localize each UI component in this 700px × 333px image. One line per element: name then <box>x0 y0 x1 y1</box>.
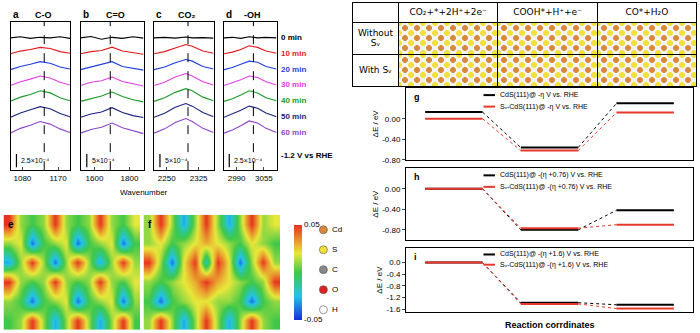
svg-text:C=O: C=O <box>106 10 125 20</box>
svg-text:d: d <box>226 9 232 20</box>
svg-text:i: i <box>414 252 417 262</box>
html-text:CO*+H₂O: CO*+H₂O <box>625 6 669 17</box>
svg-text:H: H <box>332 305 338 314</box>
html-text:With Sᵥ: With Sᵥ <box>359 64 392 75</box>
svg-text:f: f <box>148 219 152 230</box>
svg-text:Wavenumber: Wavenumber <box>120 188 168 197</box>
svg-text:e: e <box>8 219 14 230</box>
svg-text:0.00: 0.00 <box>385 115 401 124</box>
svg-text:-0.40: -0.40 <box>382 135 401 144</box>
svg-text:1170: 1170 <box>49 174 67 183</box>
svg-text:0.00: 0.00 <box>385 185 401 194</box>
svg-text:CdS(111)@ -η V vs. RHE: CdS(111)@ -η V vs. RHE <box>500 91 579 99</box>
svg-text:2990: 2990 <box>228 174 246 183</box>
svg-text:c: c <box>156 9 162 20</box>
svg-text:g: g <box>414 92 420 102</box>
svg-text:2325: 2325 <box>190 174 208 183</box>
svg-text:a: a <box>13 9 19 20</box>
svg-text:0.05: 0.05 <box>304 220 320 229</box>
svg-text:-0.4: -0.4 <box>387 270 401 279</box>
svg-text:-0.80: -0.80 <box>382 226 401 235</box>
svg-text:S: S <box>332 245 337 254</box>
svg-text:-OH: -OH <box>244 10 261 20</box>
svg-text:ΔE / eV: ΔE / eV <box>371 110 380 138</box>
svg-text:Cd: Cd <box>332 225 342 234</box>
svg-text:-0.40: -0.40 <box>382 205 401 214</box>
svg-text:Sᵥ-CdS(111)@ -(η +1.6) V vs. R: Sᵥ-CdS(111)@ -(η +1.6) V vs. RHE <box>500 261 608 269</box>
html-text:CO₂+*+2H⁺+2e⁻: CO₂+*+2H⁺+2e⁻ <box>409 6 487 17</box>
svg-text:0 min: 0 min <box>281 33 302 42</box>
svg-text:1600: 1600 <box>86 174 104 183</box>
svg-text:Sᵥ-CdS(111)@ -(η +0.76) V vs.: Sᵥ-CdS(111)@ -(η +0.76) V vs. RHE <box>500 183 612 191</box>
svg-text:3055: 3055 <box>255 174 273 183</box>
svg-text:ΔE / eV: ΔE / eV <box>371 190 380 218</box>
svg-text:1800: 1800 <box>121 174 139 183</box>
svg-text:10 min: 10 min <box>281 49 306 58</box>
svg-text:Sᵥ-CdS(111)@ -η V vs. RHE: Sᵥ-CdS(111)@ -η V vs. RHE <box>500 103 588 111</box>
svg-text:-1.2 V vs RHE: -1.2 V vs RHE <box>281 151 333 160</box>
svg-text:CO₂: CO₂ <box>178 10 196 20</box>
svg-text:50 min: 50 min <box>281 112 306 121</box>
svg-text:2.5×10⁻⁴: 2.5×10⁻⁴ <box>234 157 262 164</box>
svg-text:30 min: 30 min <box>281 80 306 89</box>
svg-text:2250: 2250 <box>158 174 176 183</box>
svg-text:b: b <box>83 9 89 20</box>
svg-text:-0.05: -0.05 <box>304 315 323 324</box>
svg-text:C-O: C-O <box>35 10 52 20</box>
html-text:COOH*+H⁺+e⁻: COOH*+H⁺+e⁻ <box>513 6 582 17</box>
svg-text:2.5×10⁻⁴: 2.5×10⁻⁴ <box>21 157 49 164</box>
svg-text:5×10⁻⁴: 5×10⁻⁴ <box>165 157 187 164</box>
svg-text:CdS(111)@ -(η +0.76) V vs. RHE: CdS(111)@ -(η +0.76) V vs. RHE <box>500 171 603 179</box>
svg-text:O: O <box>332 285 338 294</box>
svg-text:5×10⁻⁴: 5×10⁻⁴ <box>92 157 114 164</box>
svg-text:-1.2: -1.2 <box>387 293 401 302</box>
svg-text:0.0: 0.0 <box>389 258 401 267</box>
svg-text:20 min: 20 min <box>281 65 306 74</box>
svg-text:-0.80: -0.80 <box>382 156 401 165</box>
svg-text:40 min: 40 min <box>281 96 306 105</box>
svg-text:ΔE / eV: ΔE / eV <box>375 266 384 294</box>
svg-text:CdS(111)@ -(η +1.6) V vs. RHE: CdS(111)@ -(η +1.6) V vs. RHE <box>500 250 599 258</box>
svg-text:-1.6: -1.6 <box>387 305 401 314</box>
svg-text:Reaction corrdinates: Reaction corrdinates <box>505 320 595 330</box>
svg-text:60 min: 60 min <box>281 128 306 137</box>
svg-text:C: C <box>332 265 338 274</box>
svg-text:1080: 1080 <box>14 174 32 183</box>
html-text:Without Sᵥ: Without Sᵥ <box>357 28 394 48</box>
svg-text:h: h <box>414 172 420 182</box>
svg-text:-0.8: -0.8 <box>387 282 401 291</box>
